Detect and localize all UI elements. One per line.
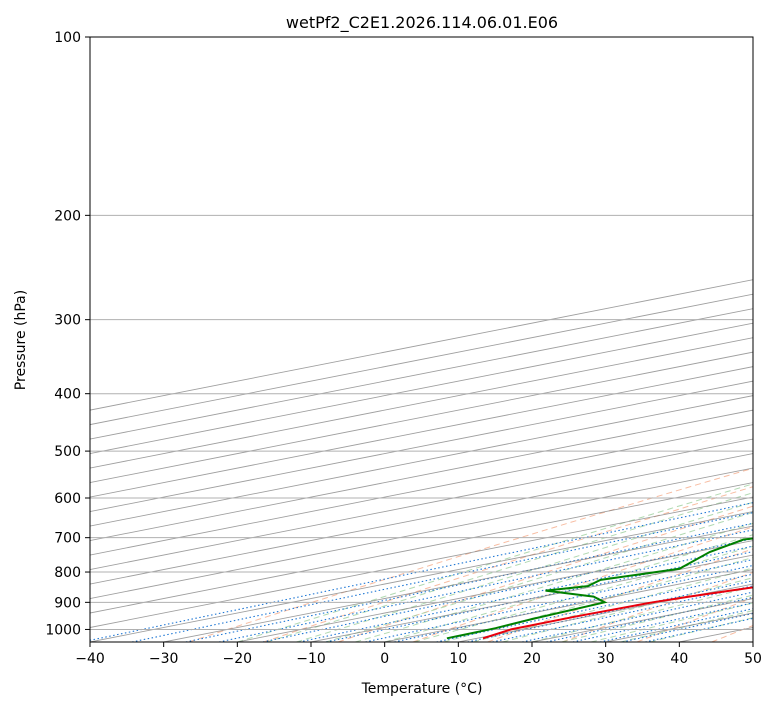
x-tick-label: −20 xyxy=(223,651,253,667)
dewpoint-profile xyxy=(446,537,753,640)
moist-adiabat xyxy=(531,586,753,642)
y-tick-label: 600 xyxy=(54,491,81,507)
dry-adiabat xyxy=(562,571,753,642)
moist-adiabat xyxy=(443,556,753,642)
isotherm xyxy=(90,308,753,440)
y-tick-label: 500 xyxy=(54,444,81,460)
mixing-ratio-line xyxy=(90,502,753,641)
chart-title: wetPf2_C2E1.2026.114.06.01.E06 xyxy=(286,13,558,33)
x-tick-label: −40 xyxy=(75,651,105,667)
dry-adiabat xyxy=(487,548,753,642)
y-tick-label: 300 xyxy=(54,313,81,329)
mixing-ratio-line xyxy=(645,617,753,642)
isotherm xyxy=(90,424,753,556)
y-tick-label: 900 xyxy=(54,595,81,611)
isotherm xyxy=(90,322,753,455)
axes: −40 −30 −20 −10 0 10 20 30 40 50 100 200 300 400 500 60… xyxy=(45,30,762,667)
plot-frame xyxy=(89,36,754,643)
x-tick-label: 20 xyxy=(523,651,541,667)
isotherm xyxy=(90,279,753,411)
mixing-ratio-line xyxy=(131,512,753,642)
background-lines xyxy=(90,279,753,642)
y-axis-label: Pressure (hPa) xyxy=(13,290,29,390)
mixing-ratio-line xyxy=(299,545,753,642)
y-tick-label: 800 xyxy=(54,565,81,581)
pressure-gridlines xyxy=(90,37,753,630)
moist-adiabat xyxy=(325,511,753,642)
y-tick-label: 400 xyxy=(54,387,81,403)
moist-adiabat xyxy=(355,522,753,642)
isotherm xyxy=(752,641,753,642)
isotherm xyxy=(90,337,753,469)
x-tick-label: 0 xyxy=(380,651,389,667)
x-tick-label: 30 xyxy=(597,651,615,667)
isotherm xyxy=(90,438,753,570)
x-axis-label: Temperature (°C) xyxy=(361,681,483,697)
mixing-ratio-line xyxy=(185,522,753,642)
profiles xyxy=(446,537,753,640)
dry-adiabat xyxy=(338,505,753,642)
plot-background xyxy=(90,37,753,642)
dry-adiabat xyxy=(188,467,753,642)
mixing-ratio-line xyxy=(262,538,753,642)
y-tick-label: 100 xyxy=(54,30,81,46)
x-tick-label: 50 xyxy=(744,651,762,667)
x-tick-label: 40 xyxy=(670,651,688,667)
x-tick-label: 10 xyxy=(449,651,467,667)
y-tick-label: 1000 xyxy=(45,622,81,638)
isotherm xyxy=(237,540,753,642)
isotherm xyxy=(163,525,753,642)
mixing-ratio-line xyxy=(436,573,753,642)
isotherm xyxy=(90,496,753,628)
isotherm xyxy=(90,467,753,599)
isotherm xyxy=(90,293,753,426)
isotherm xyxy=(90,511,753,642)
mixing-ratio-line xyxy=(218,529,753,642)
dry-adiabat xyxy=(263,486,753,642)
isotherm xyxy=(90,482,753,614)
y-tick-label: 700 xyxy=(54,531,81,547)
x-tick-label: −10 xyxy=(296,651,326,667)
mixing-ratio-line xyxy=(622,612,753,642)
moist-adiabat xyxy=(413,545,753,642)
x-tick-label: −30 xyxy=(149,651,179,667)
isotherm xyxy=(90,453,753,585)
y-tick-label: 200 xyxy=(54,208,81,224)
